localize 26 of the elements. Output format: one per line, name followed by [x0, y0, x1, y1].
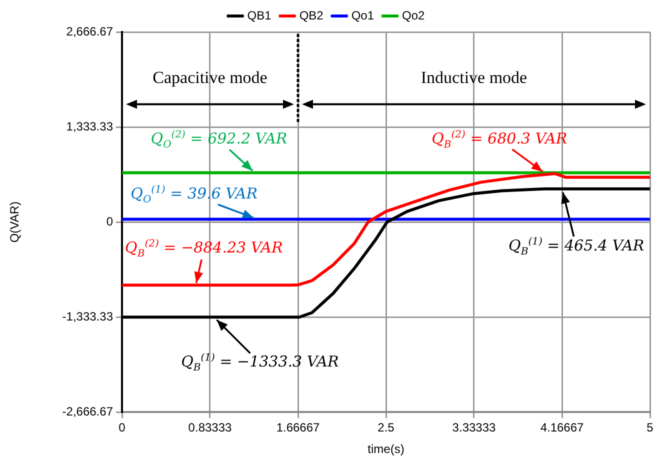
y-axis-title: Q(VAR)	[8, 202, 22, 243]
x-tick-label: 5	[646, 420, 654, 435]
x-tick-label: 0	[118, 420, 126, 435]
annotation: Q$_{O}$$^{(1)}$ = 39.6 VAR	[130, 184, 258, 206]
annotation: Inductive mode	[420, 68, 528, 88]
y-tick-label: 2,666.67	[66, 24, 114, 38]
annotation: Q$_{B}$$^{(1)}$ = 465.4 VAR	[508, 236, 644, 258]
annotation: Q$_{B}$$^{(2)}$ = 680.3 VAR	[432, 129, 568, 150]
legend-label: Qo1	[351, 8, 374, 22]
x-tick-label: 0.83333	[188, 420, 232, 435]
x-tick-label: 2.5	[378, 420, 395, 435]
y-tick-label: 0	[106, 214, 114, 228]
y-tick-label: -2,666.67	[62, 404, 114, 419]
x-tick-label: 1.66667	[276, 420, 320, 435]
annotation: Capacitive mode	[152, 68, 268, 88]
annotation: Q$_{O}$$^{(2)}$ = 692.2 VAR	[150, 129, 288, 150]
x-tick-label: 4.16667	[540, 420, 584, 435]
annotation: Q$_{B}$$^{(2)}$ = −884.23 VAR	[125, 238, 283, 260]
x-tick-label: 3.33333	[452, 420, 496, 435]
legend-label: QB1	[247, 8, 272, 22]
legend-label: Qo2	[402, 8, 426, 22]
y-tick-label: 1,333.33	[66, 119, 114, 134]
legend-label: QB2	[299, 8, 324, 22]
annotation: Q$_{B}$$^{(1)}$ = −1333.3 VAR	[181, 352, 339, 374]
y-tick-label: -1,333.33	[62, 309, 114, 324]
x-axis-title: time(s)	[368, 442, 404, 456]
